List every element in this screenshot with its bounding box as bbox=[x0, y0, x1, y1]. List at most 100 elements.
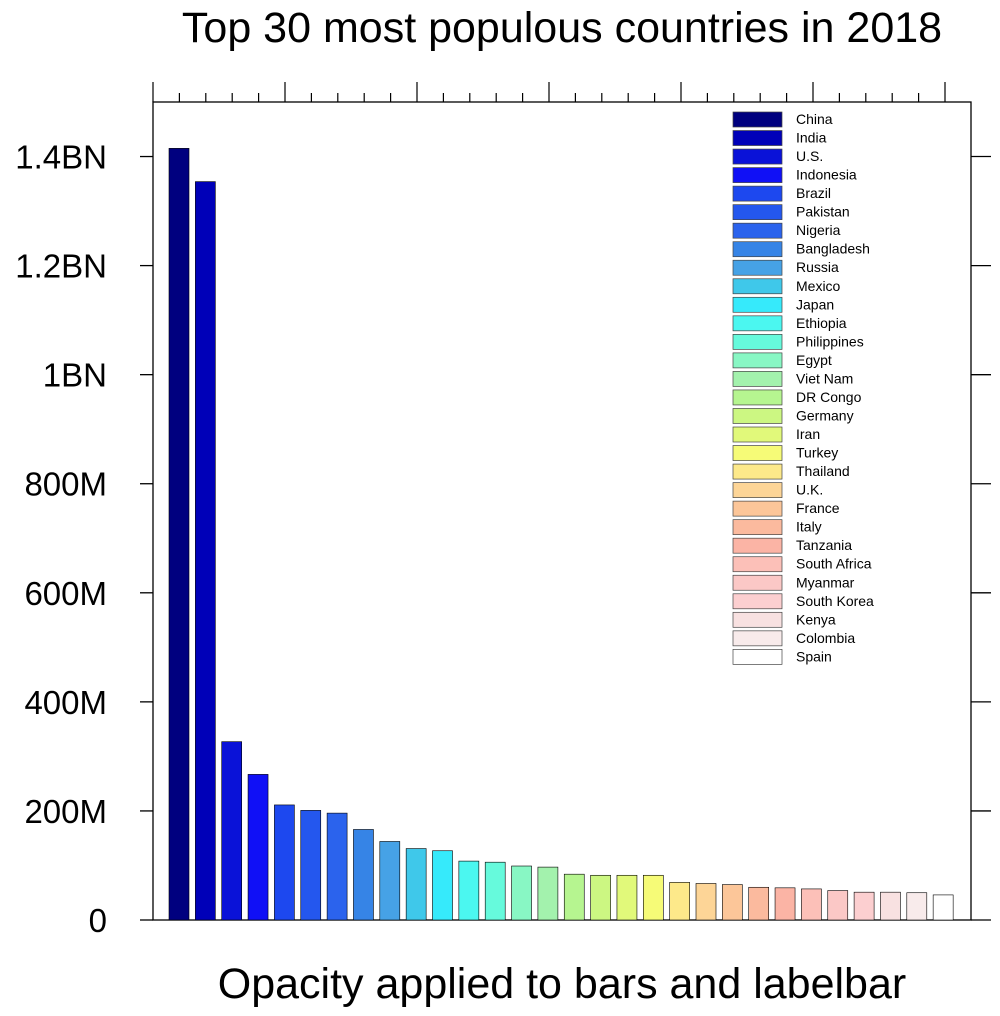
legend-swatch bbox=[732, 296, 783, 313]
legend-swatch bbox=[732, 130, 783, 146]
bar-spain bbox=[932, 894, 954, 921]
legend-label: U.S. bbox=[796, 148, 823, 164]
y-tick-label: 200M bbox=[24, 793, 107, 830]
y-tick-label: 1BN bbox=[43, 357, 107, 394]
legend-label: Philippines bbox=[796, 333, 864, 349]
bar-u-s- bbox=[221, 741, 242, 921]
legend-label: France bbox=[796, 500, 840, 516]
bar-indonesia bbox=[247, 774, 269, 921]
bar-india bbox=[195, 181, 216, 921]
legend-label: Mexico bbox=[796, 278, 841, 294]
legend-swatch bbox=[732, 593, 783, 610]
legend-label: India bbox=[796, 130, 827, 146]
legend-swatch bbox=[732, 611, 783, 628]
legend-label: Spain bbox=[796, 648, 832, 664]
legend-swatch bbox=[732, 352, 783, 369]
y-tick-label: 400M bbox=[24, 684, 107, 721]
legend-label: Turkey bbox=[796, 445, 838, 461]
legend-label: Ethiopia bbox=[796, 315, 847, 331]
bar-italy bbox=[748, 886, 770, 921]
legend-label: Thailand bbox=[796, 463, 850, 479]
bar-china bbox=[168, 148, 190, 921]
legend-swatch bbox=[732, 482, 783, 498]
bar-turkey bbox=[642, 874, 664, 921]
legend-label: Myanmar bbox=[796, 574, 855, 590]
legend-label: Iran bbox=[796, 426, 820, 442]
legend-swatch bbox=[732, 537, 783, 554]
legend-label: Germany bbox=[796, 407, 854, 423]
y-tick-label: 0 bbox=[89, 902, 107, 939]
legend-swatch bbox=[732, 185, 783, 202]
bar-mexico bbox=[405, 848, 427, 921]
bar-colombia bbox=[906, 892, 928, 921]
bar-bangladesh bbox=[353, 829, 374, 921]
legend-label: Nigeria bbox=[796, 222, 841, 238]
y-tick-label: 1.4BN bbox=[15, 139, 107, 176]
bar-dr-congo bbox=[563, 873, 585, 921]
bar-philippines bbox=[484, 861, 506, 921]
bar-kenya bbox=[880, 891, 901, 921]
legend-swatch bbox=[732, 371, 783, 387]
chart-title: Top 30 most populous countries in 2018 bbox=[182, 4, 942, 52]
legend-swatch bbox=[732, 463, 783, 480]
legend-label: Egypt bbox=[796, 352, 832, 368]
legend-swatch bbox=[732, 241, 783, 258]
legend-swatch bbox=[732, 574, 783, 591]
legend-swatch bbox=[732, 204, 783, 220]
legend-label: Viet Nam bbox=[796, 370, 853, 386]
legend: China India U.S. Indonesia Brazil Pakistan Nig… bbox=[732, 111, 874, 665]
top-axis-ticks bbox=[152, 82, 946, 102]
bar-nigeria bbox=[326, 812, 348, 921]
bar-viet-nam bbox=[537, 866, 559, 921]
plot-frame bbox=[152, 101, 972, 921]
bar-france bbox=[722, 884, 743, 921]
legend-label: Russia bbox=[796, 259, 839, 275]
bar-thailand bbox=[669, 882, 690, 921]
legend-label: Tanzania bbox=[796, 537, 852, 553]
x-axis-label: Opacity applied to bars and labelbar bbox=[218, 960, 906, 1008]
bar-pakistan bbox=[300, 810, 322, 921]
bar-germany bbox=[590, 874, 611, 921]
legend-label: Colombia bbox=[796, 630, 855, 646]
bar-tanzania bbox=[774, 887, 796, 921]
y-tick-label: 800M bbox=[24, 466, 107, 503]
bar-u-k- bbox=[695, 883, 717, 921]
bar-russia bbox=[379, 841, 401, 921]
y-tick-label: 1.2BN bbox=[15, 248, 107, 285]
legend-label: DR Congo bbox=[796, 389, 862, 405]
bar-brazil bbox=[274, 804, 295, 921]
bars bbox=[168, 148, 954, 921]
legend-label: Kenya bbox=[796, 611, 836, 627]
legend-label: Japan bbox=[796, 296, 834, 312]
legend-label: Italy bbox=[796, 519, 822, 535]
legend-swatch bbox=[732, 222, 783, 239]
legend-swatch bbox=[732, 259, 783, 276]
legend-swatch bbox=[732, 334, 783, 350]
y-axis: 0 200M 400M 600M 800M 1BN 1.2BN 1.4BN bbox=[15, 139, 991, 939]
legend-swatch bbox=[732, 278, 783, 295]
legend-swatch bbox=[732, 519, 783, 536]
legend-swatch bbox=[732, 630, 783, 647]
legend-swatch bbox=[732, 315, 783, 332]
legend-swatch bbox=[732, 408, 783, 424]
bar-japan bbox=[432, 850, 453, 921]
bar-myanmar bbox=[827, 890, 849, 921]
bar-south-africa bbox=[801, 888, 822, 921]
legend-swatch bbox=[732, 649, 783, 665]
bar-south-korea bbox=[853, 891, 875, 921]
legend-label: China bbox=[796, 111, 833, 127]
y-tick-label: 600M bbox=[24, 575, 107, 612]
bar-ethiopia bbox=[458, 860, 480, 921]
legend-swatch bbox=[732, 148, 783, 165]
legend-label: U.K. bbox=[796, 482, 823, 498]
legend-swatch bbox=[732, 111, 783, 128]
legend-label: South Africa bbox=[796, 556, 872, 572]
legend-label: Indonesia bbox=[796, 167, 857, 183]
legend-label: Bangladesh bbox=[796, 241, 870, 257]
legend-swatch bbox=[732, 500, 783, 517]
bar-egypt bbox=[511, 865, 532, 921]
bar-iran bbox=[616, 874, 638, 921]
legend-swatch bbox=[732, 556, 783, 573]
legend-swatch bbox=[732, 167, 783, 183]
